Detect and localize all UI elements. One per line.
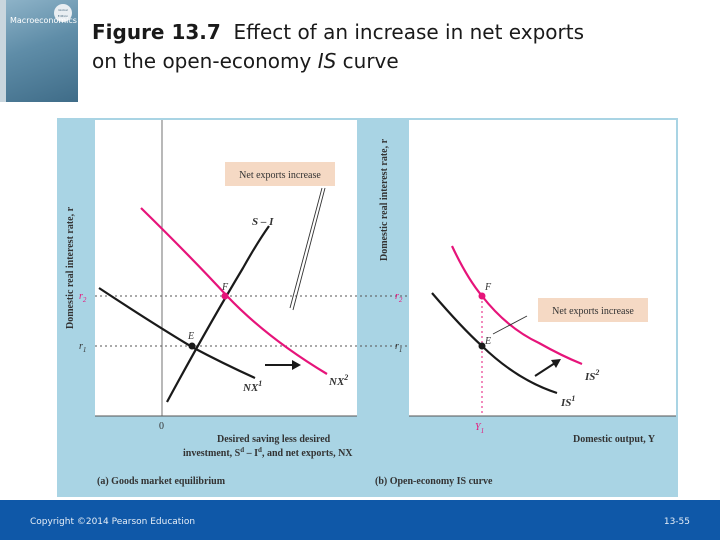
r2-left-sub: 2: [83, 296, 87, 304]
is1-sup: 1: [571, 394, 575, 403]
title-line-2-pre: on the open-economy: [92, 49, 318, 73]
point-e-right: [478, 342, 486, 350]
right-plot-area: [409, 120, 676, 416]
book-spine: [0, 0, 6, 102]
left-x-axis-line1: Desired saving less desired: [217, 434, 331, 445]
nx2-label: NX2: [328, 373, 348, 388]
r2-label-left: r2: [79, 291, 87, 304]
left-x-axis-sup1: d: [240, 446, 244, 454]
r2-right-text: r: [395, 291, 399, 302]
point-e-label-right: E: [484, 336, 491, 347]
point-e-label-left: E: [187, 331, 194, 342]
is1-label: IS1: [560, 394, 575, 409]
saving-investment-curve: [166, 225, 270, 403]
r1-label-right: r1: [395, 341, 402, 354]
nx1-sup: 1: [258, 379, 262, 388]
slide-title: Figure 13.7 Effect of an increase in net…: [92, 18, 584, 76]
edition-text: Global Edition: [57, 8, 69, 18]
is2-text: IS: [584, 371, 595, 383]
r1-label-left: r1: [79, 341, 86, 354]
left-annotation-pointer: [289, 187, 323, 309]
origin-label: 0: [159, 421, 164, 432]
r1-left-text: r: [79, 341, 83, 352]
right-annotation-text: Net exports increase: [552, 306, 634, 317]
y1-text: Y: [475, 422, 482, 433]
left-x-axis-line2-b: – I: [244, 448, 258, 459]
point-f-label-left: F: [221, 282, 229, 293]
left-x-axis-line2-a: investment, S: [183, 448, 241, 459]
y1-label: Y1: [475, 422, 484, 435]
left-x-axis-sup2: d: [258, 446, 262, 454]
right-x-axis-label: Domestic output, Y: [573, 434, 656, 445]
left-annotation-text: Net exports increase: [239, 170, 321, 181]
y1-sub: 1: [481, 427, 485, 435]
right-annotation-box: [538, 298, 648, 322]
left-caption: (a) Goods market equilibrium: [97, 476, 226, 487]
title-line-1: Effect of an increase in net exports: [233, 20, 584, 44]
is2-label: IS2: [584, 368, 599, 383]
si-curve-label: S – I: [252, 216, 274, 228]
point-f-left: [221, 292, 229, 300]
nx1-text: NX: [242, 382, 259, 394]
nx2-text: NX: [328, 376, 345, 388]
slide-number: 13-55: [663, 517, 690, 527]
right-shift-arrow: [534, 362, 556, 377]
right-y-axis-label: Domestic real interest rate, r: [379, 138, 390, 261]
right-caption: (b) Open-economy IS curve: [375, 476, 493, 487]
left-annotation-box: [225, 162, 335, 186]
edition-badge: Global Edition: [54, 4, 72, 22]
point-e-left: [188, 342, 196, 350]
book-title: Macroeconomics: [10, 16, 77, 25]
right-annotation-pointer: [492, 315, 528, 335]
r2-left-text: r: [79, 291, 83, 302]
left-arrowhead: [292, 360, 301, 370]
left-annotation-pointer-2: [292, 187, 326, 311]
point-f-right: [478, 292, 486, 300]
left-x-axis-line2-c: , and net exports, NX: [262, 448, 353, 459]
left-x-axis-line2: investment, Sd – Id, and net exports, NX: [183, 446, 353, 459]
r2-right-sub: 2: [399, 296, 403, 304]
r1-right-text: r: [395, 341, 399, 352]
is1-text: IS: [560, 397, 571, 409]
right-arrowhead: [551, 359, 561, 368]
title-line-2-italic: IS: [317, 49, 337, 73]
is2-curve: [451, 245, 583, 366]
nx2-sup: 2: [343, 373, 348, 382]
point-f-label-right: F: [484, 282, 492, 293]
r2-label-right: r2: [395, 291, 403, 304]
copyright-text: Copyright ©2014 Pearson Education: [30, 517, 196, 527]
figure-label: Figure 13.7: [92, 20, 221, 44]
is2-sup: 2: [594, 368, 599, 377]
title-line-2-post: curve: [336, 49, 399, 73]
footer-bar: Copyright ©2014 Pearson Education 13-55: [0, 500, 720, 540]
nx1-label: NX1: [242, 379, 262, 394]
book-cover-thumbnail: Global Edition Macroeconomics: [0, 0, 78, 102]
r1-right-sub: 1: [399, 346, 403, 354]
left-y-axis-label: Domestic real interest rate, r: [65, 206, 76, 329]
figure-panel: Net exports increase S – I E F NX1 NX2 0…: [57, 118, 678, 497]
r1-left-sub: 1: [83, 346, 87, 354]
